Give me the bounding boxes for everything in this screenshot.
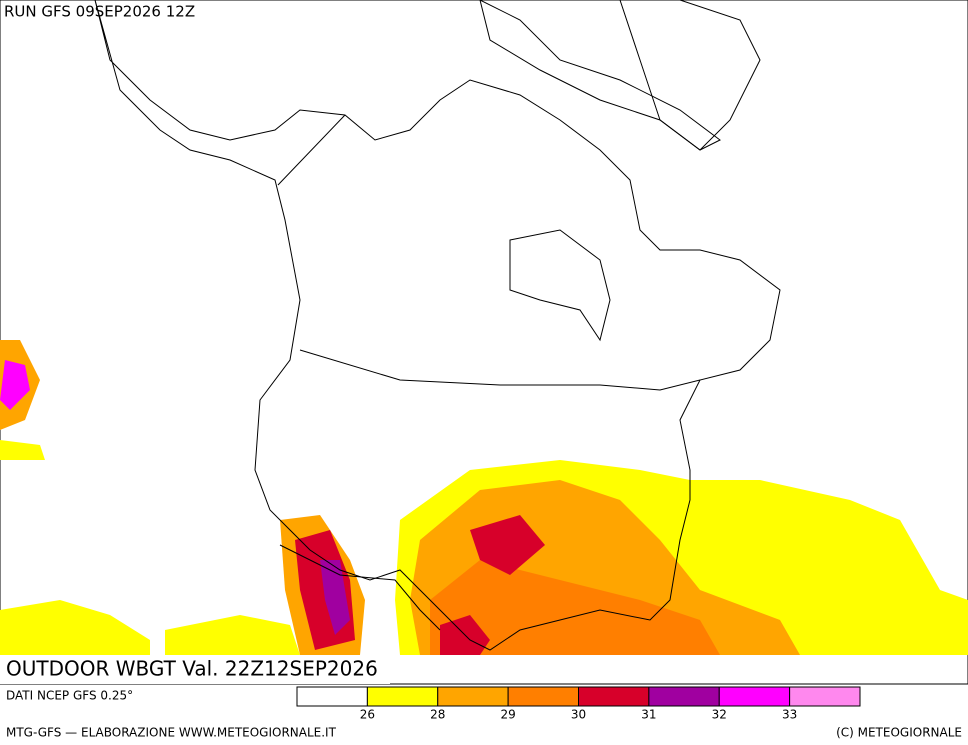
legend-label: 33 [782, 708, 797, 722]
legend-swatch [578, 686, 650, 707]
legend-label: 30 [571, 708, 586, 722]
map-title: OUTDOOR WBGT Val. 22Z12SEP2026 [6, 657, 378, 681]
field-yellow [0, 440, 45, 460]
source-label: DATI NCEP GFS 0.25° [6, 689, 133, 703]
legend-swatch [366, 686, 439, 707]
footer-left: MTG-GFS — ELABORAZIONE WWW.METEOGIORNALE… [6, 726, 337, 740]
run-label: RUN GFS 09SEP2026 12Z [4, 3, 195, 21]
field-purple [320, 560, 350, 635]
legend-swatch [296, 686, 368, 707]
field-magenta [0, 360, 30, 410]
legend-label: 31 [641, 708, 656, 722]
legend-label: 26 [360, 708, 375, 722]
field-red [470, 515, 545, 575]
legend-swatch [789, 686, 861, 707]
title-box [0, 655, 390, 684]
legend-swatch [718, 686, 791, 707]
footer-right: (C) METEOGIORNALE [836, 726, 962, 740]
color-legend: 26 28 29 30 31 32 33 [296, 686, 861, 722]
field-yellow [165, 615, 300, 655]
field-dark-orange [430, 560, 720, 655]
legend-swatch [648, 686, 720, 707]
field-yellow [0, 600, 150, 655]
legend-swatch [507, 686, 579, 707]
legend-label: 32 [712, 708, 727, 722]
coastlines [94, 0, 781, 651]
legend-label: 29 [500, 708, 515, 722]
legend-label: 28 [430, 708, 445, 722]
legend-swatch [437, 686, 509, 707]
